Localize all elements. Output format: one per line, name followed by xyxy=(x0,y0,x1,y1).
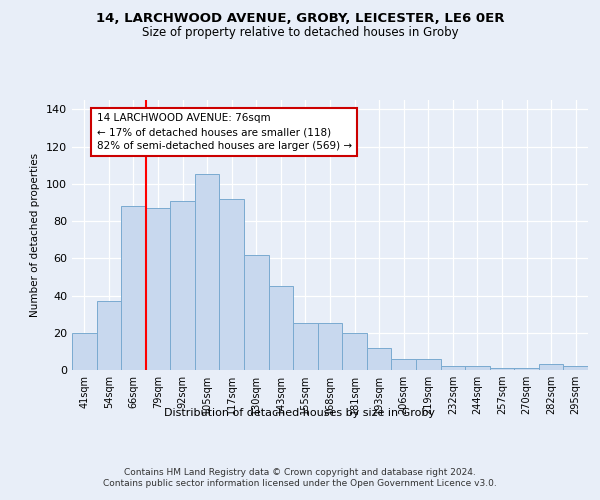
Bar xyxy=(269,286,293,370)
Text: Contains HM Land Registry data © Crown copyright and database right 2024.
Contai: Contains HM Land Registry data © Crown c… xyxy=(103,468,497,487)
Bar xyxy=(72,333,97,370)
Text: Size of property relative to detached houses in Groby: Size of property relative to detached ho… xyxy=(142,26,458,39)
Bar xyxy=(539,364,563,370)
Text: 14 LARCHWOOD AVENUE: 76sqm
← 17% of detached houses are smaller (118)
82% of sem: 14 LARCHWOOD AVENUE: 76sqm ← 17% of deta… xyxy=(97,113,352,151)
Bar xyxy=(146,208,170,370)
Bar xyxy=(97,301,121,370)
Bar xyxy=(391,359,416,370)
Bar xyxy=(121,206,146,370)
Bar xyxy=(490,368,514,370)
Bar xyxy=(293,324,318,370)
Bar xyxy=(342,333,367,370)
Bar xyxy=(220,198,244,370)
Bar xyxy=(195,174,220,370)
Bar xyxy=(465,366,490,370)
Bar xyxy=(318,324,342,370)
Bar xyxy=(563,366,588,370)
Bar xyxy=(514,368,539,370)
Bar xyxy=(244,254,269,370)
Text: 14, LARCHWOOD AVENUE, GROBY, LEICESTER, LE6 0ER: 14, LARCHWOOD AVENUE, GROBY, LEICESTER, … xyxy=(96,12,504,26)
Bar xyxy=(367,348,391,370)
Y-axis label: Number of detached properties: Number of detached properties xyxy=(31,153,40,317)
Text: Distribution of detached houses by size in Groby: Distribution of detached houses by size … xyxy=(164,408,436,418)
Bar xyxy=(416,359,440,370)
Bar xyxy=(170,200,195,370)
Bar xyxy=(440,366,465,370)
